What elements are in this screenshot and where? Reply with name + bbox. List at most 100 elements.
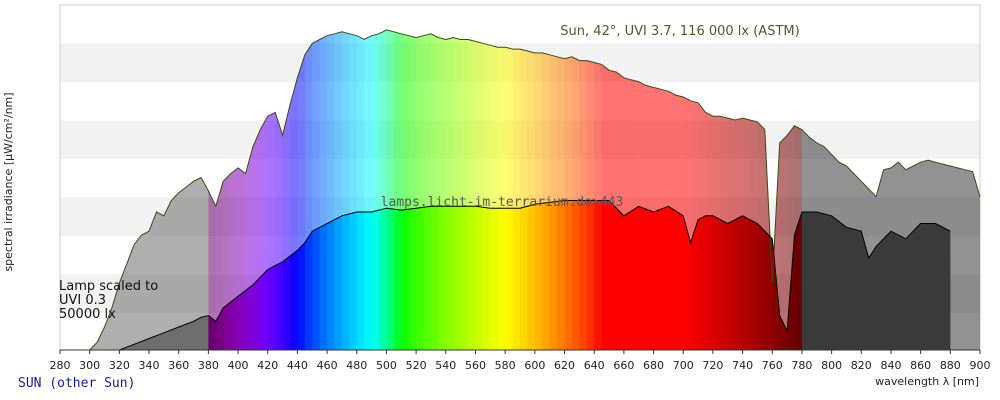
spectrum-color-strip bbox=[861, 200, 870, 350]
x-tick-label: 640 bbox=[584, 359, 605, 372]
spectrum-color-strip bbox=[252, 29, 261, 350]
spectrum-color-strip bbox=[683, 29, 692, 350]
spectrum-color-strip bbox=[824, 29, 833, 350]
sun-spectrum-line bbox=[89, 29, 981, 351]
spectrum-color-strip bbox=[928, 29, 937, 350]
x-tick-label: 820 bbox=[851, 359, 872, 372]
spectrum-color-strip bbox=[312, 200, 321, 350]
spectrum-color-strip bbox=[520, 200, 529, 350]
spectrum-color-strip bbox=[505, 200, 514, 350]
spectrum-color-strip bbox=[594, 29, 603, 350]
other-sun-link[interactable]: SUN (other Sun) bbox=[18, 376, 136, 391]
spectrum-color-strip bbox=[445, 29, 454, 350]
spectrum-color-strip bbox=[327, 29, 336, 350]
x-tick-label: 660 bbox=[613, 359, 634, 372]
x-tick-label: 860 bbox=[910, 359, 931, 372]
spectrum-color-strip bbox=[356, 29, 365, 350]
spectrum-color-strip bbox=[267, 29, 276, 350]
x-tick-label: 740 bbox=[732, 359, 753, 372]
x-tick-label: 900 bbox=[970, 359, 991, 372]
x-tick-label: 520 bbox=[406, 359, 427, 372]
spectrum-color-strip bbox=[430, 200, 439, 350]
x-tick-label: 400 bbox=[228, 359, 249, 372]
spectrum-color-strip bbox=[223, 29, 232, 350]
spectrum-color-strip bbox=[705, 29, 714, 350]
spectrum-color-strip bbox=[438, 200, 447, 350]
spectrum-color-strip bbox=[757, 200, 766, 350]
x-tick-label: 480 bbox=[346, 359, 367, 372]
spectrum-color-strip bbox=[401, 29, 410, 350]
x-axis-title: wavelength λ [nm] bbox=[875, 375, 979, 388]
spectrum-color-strip bbox=[794, 200, 803, 350]
spectrum-color-strip bbox=[890, 29, 899, 350]
spectrum-color-strip bbox=[609, 200, 618, 350]
spectrum-color-strip bbox=[905, 200, 914, 350]
spectrum-color-strip bbox=[267, 200, 276, 350]
spectrum-color-strip bbox=[616, 29, 625, 350]
x-tick-label: 600 bbox=[524, 359, 545, 372]
lamp-label-line-2: UVI 0.3 bbox=[59, 293, 106, 308]
spectrum-color-strip bbox=[920, 200, 929, 350]
spectrum-color-strip bbox=[742, 200, 751, 350]
spectrum-color-strip bbox=[364, 29, 373, 350]
spectrum-color-strip bbox=[757, 29, 766, 350]
spectrum-color-strip bbox=[928, 200, 937, 350]
spectrum-color-strip bbox=[438, 29, 447, 350]
spectrum-color-strip bbox=[876, 29, 885, 350]
spectrum-color-strip bbox=[809, 200, 818, 350]
spectrum-color-strip bbox=[787, 29, 796, 350]
spectrum-color-strip bbox=[831, 29, 840, 350]
spectrum-color-strip bbox=[816, 200, 825, 350]
spectrum-color-strip bbox=[534, 200, 543, 350]
spectrum-color-strip bbox=[883, 200, 892, 350]
spectrum-color-strip bbox=[393, 29, 402, 350]
spectrum-color-strip bbox=[453, 29, 462, 350]
spectrum-color-strip bbox=[653, 29, 662, 350]
spectrum-color-strip bbox=[564, 29, 573, 350]
lamp-spectrum-line bbox=[119, 200, 951, 351]
spectrum-color-strip bbox=[460, 200, 469, 350]
spectrum-color-strip bbox=[200, 29, 209, 350]
spectrum-color-strip bbox=[631, 29, 640, 350]
spectrum-color-strip bbox=[638, 200, 647, 350]
x-tick-label: 360 bbox=[168, 359, 189, 372]
spectrum-color-strip bbox=[653, 200, 662, 350]
spectrum-color-strip bbox=[853, 200, 862, 350]
x-tick-label: 420 bbox=[257, 359, 278, 372]
spectrum-color-strip bbox=[312, 29, 321, 350]
x-tick-label: 300 bbox=[79, 359, 100, 372]
spectrum-color-strip bbox=[327, 200, 336, 350]
spectrum-color-strip bbox=[942, 200, 951, 350]
spectrum-color-strip bbox=[468, 29, 477, 350]
lamp-label-line-3: 50000 lx bbox=[59, 307, 116, 322]
spectrum-color-strip bbox=[371, 200, 380, 350]
spectrum-color-strip bbox=[341, 200, 350, 350]
spectrum-color-strip bbox=[801, 29, 810, 350]
spectrum-color-strip bbox=[868, 200, 877, 350]
spectrum-color-strip bbox=[905, 29, 914, 350]
spectrum-color-strip bbox=[660, 200, 669, 350]
spectrum-color-strip bbox=[571, 29, 580, 350]
spectrum-color-strip bbox=[690, 200, 699, 350]
spectrum-color-strip bbox=[594, 200, 603, 350]
x-tick-label: 540 bbox=[435, 359, 456, 372]
spectrum-color-strip bbox=[861, 29, 870, 350]
spectrum-color-strip bbox=[371, 29, 380, 350]
spectrum-color-strip bbox=[675, 200, 684, 350]
x-tick-label: 280 bbox=[50, 359, 71, 372]
spectrum-color-strip bbox=[564, 200, 573, 350]
spectrum-color-strip bbox=[972, 29, 980, 350]
spectrum-color-strip bbox=[616, 200, 625, 350]
spectrum-color-strip bbox=[920, 29, 929, 350]
spectrum-color-strip bbox=[260, 200, 269, 350]
spectrum-color-strip bbox=[282, 200, 291, 350]
spectrum-color-strip bbox=[601, 200, 610, 350]
spectrum-color-strip bbox=[890, 200, 899, 350]
spectrum-color-strip bbox=[549, 29, 558, 350]
x-tick-label: 440 bbox=[287, 359, 308, 372]
spectrum-color-strip bbox=[304, 29, 313, 350]
spectrum-color-strip bbox=[193, 29, 202, 350]
x-tick-label: 560 bbox=[465, 359, 486, 372]
spectrum-color-strip bbox=[260, 29, 269, 350]
